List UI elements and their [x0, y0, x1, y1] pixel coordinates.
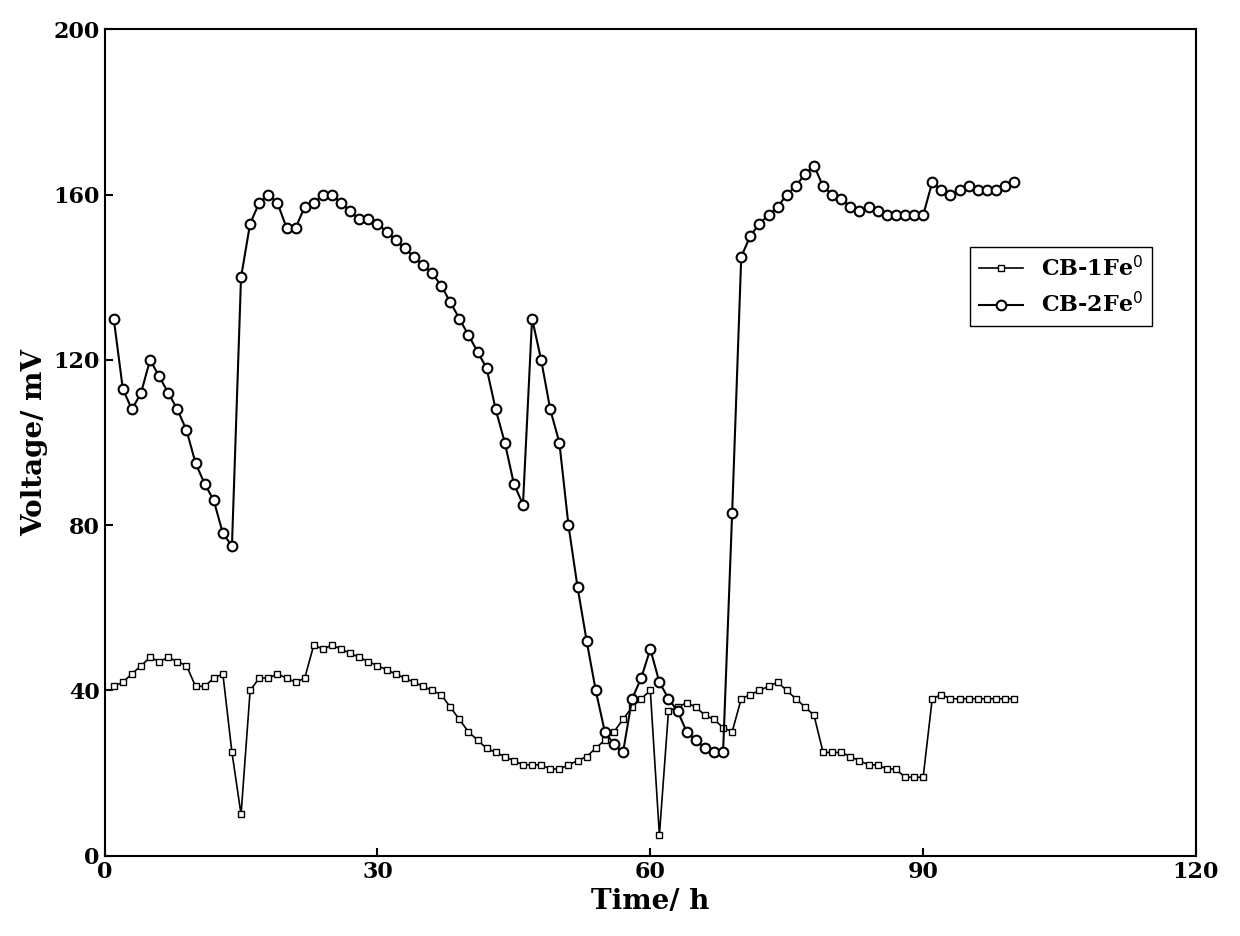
CB-1Fe$^0$ — [1007, 694, 1022, 705]
CB-1Fe$^0$ — [325, 639, 340, 651]
CB-2Fe$^0$ — [1007, 177, 1022, 188]
CB-1Fe$^0$ — [661, 706, 676, 717]
CB-1Fe$^0$ — [107, 680, 122, 692]
Line: CB-1Fe$^0$: CB-1Fe$^0$ — [110, 641, 1018, 839]
CB-1Fe$^0$ — [980, 694, 994, 705]
CB-2Fe$^0$ — [315, 189, 330, 200]
CB-1Fe$^0$ — [306, 639, 321, 651]
CB-2Fe$^0$ — [279, 222, 294, 233]
CB-1Fe$^0$ — [652, 829, 667, 841]
X-axis label: Time/ h: Time/ h — [591, 888, 709, 915]
CB-2Fe$^0$ — [952, 185, 967, 197]
CB-1Fe$^0$ — [279, 672, 294, 683]
CB-2Fe$^0$ — [806, 160, 821, 171]
CB-2Fe$^0$ — [570, 581, 585, 592]
Y-axis label: Voltage/ mV: Voltage/ mV — [21, 349, 48, 536]
CB-2Fe$^0$ — [107, 313, 122, 324]
CB-2Fe$^0$ — [980, 185, 994, 197]
CB-1Fe$^0$ — [952, 694, 967, 705]
Line: CB-2Fe$^0$: CB-2Fe$^0$ — [109, 161, 1019, 757]
CB-2Fe$^0$ — [615, 747, 630, 758]
CB-2Fe$^0$ — [652, 677, 667, 688]
CB-1Fe$^0$ — [579, 751, 594, 762]
Legend: CB-1Fe$^0$, CB-2Fe$^0$: CB-1Fe$^0$, CB-2Fe$^0$ — [970, 247, 1152, 327]
